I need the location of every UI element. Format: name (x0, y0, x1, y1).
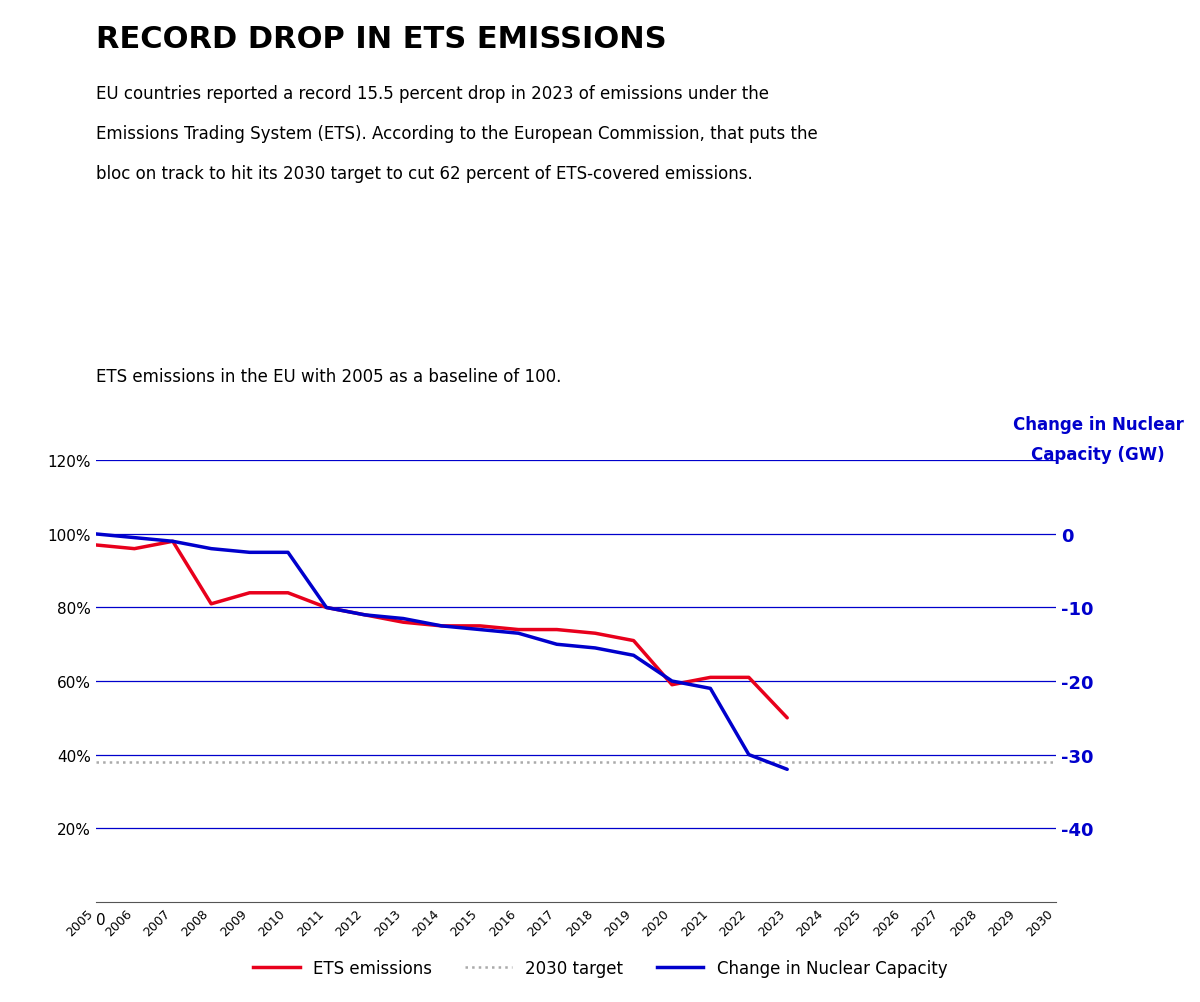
Text: bloc on track to hit its 2030 target to cut 62 percent of ETS-covered emissions.: bloc on track to hit its 2030 target to … (96, 165, 752, 183)
Text: RECORD DROP IN ETS EMISSIONS: RECORD DROP IN ETS EMISSIONS (96, 25, 667, 54)
Text: Emissions Trading System (ETS). According to the European Commission, that puts : Emissions Trading System (ETS). Accordin… (96, 125, 817, 143)
Text: Change in Nuclear: Change in Nuclear (1013, 416, 1183, 434)
Text: EU countries reported a record 15.5 percent drop in 2023 of emissions under the: EU countries reported a record 15.5 perc… (96, 85, 769, 103)
Text: Capacity (GW): Capacity (GW) (1031, 446, 1165, 464)
Legend: ETS emissions, 2030 target, Change in Nuclear Capacity: ETS emissions, 2030 target, Change in Nu… (246, 952, 954, 984)
Text: 0: 0 (96, 912, 106, 927)
Text: ETS emissions in the EU with 2005 as a baseline of 100.: ETS emissions in the EU with 2005 as a b… (96, 368, 562, 386)
